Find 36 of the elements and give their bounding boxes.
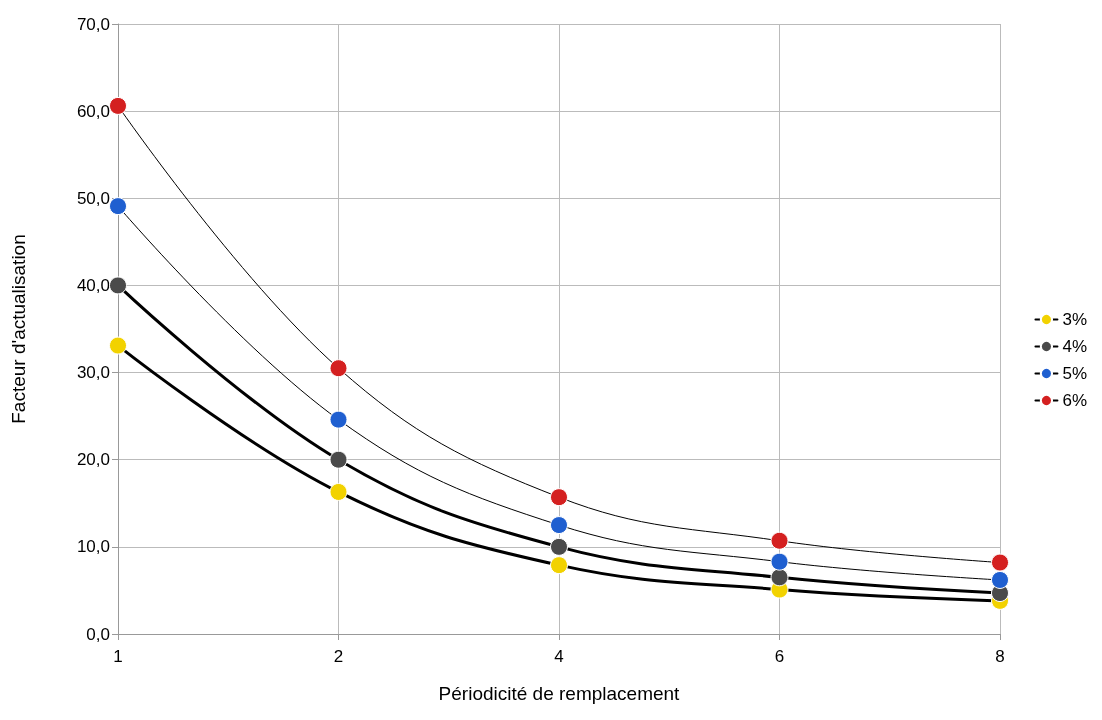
point <box>109 96 127 115</box>
x-tick-label: 8 <box>995 647 1005 666</box>
point <box>550 537 568 556</box>
y-tick-label: 20,0 <box>76 450 110 470</box>
point <box>770 568 789 587</box>
point <box>550 516 568 535</box>
point <box>770 552 789 571</box>
y-tick-label: 50,0 <box>76 188 110 208</box>
y-tick-label: 60,0 <box>76 101 110 121</box>
legend-label: 4% <box>1062 337 1088 356</box>
y-tick-label: 40,0 <box>76 275 110 295</box>
y-tick-label: 0,0 <box>86 624 110 644</box>
point <box>991 570 1009 589</box>
y-axis-title: Facteur d'actualisation <box>8 234 29 424</box>
y-tick-label: 10,0 <box>76 537 110 557</box>
x-tick-label: 4 <box>554 647 564 666</box>
x-tick-label: 6 <box>774 647 785 666</box>
point <box>329 410 348 429</box>
point <box>550 556 568 575</box>
x-axis-title: Périodicité de remplacement <box>438 683 681 704</box>
point <box>991 553 1009 572</box>
y-tick-label: 30,0 <box>76 363 110 383</box>
point <box>109 197 127 216</box>
point <box>329 359 348 378</box>
point <box>329 482 348 501</box>
point <box>329 450 348 469</box>
x-tick-label: 2 <box>333 647 344 666</box>
x-tick-label: 1 <box>113 647 123 666</box>
point <box>770 531 789 550</box>
point <box>109 276 127 295</box>
point <box>109 336 127 355</box>
legend-label: 5% <box>1062 364 1088 383</box>
point <box>550 488 568 507</box>
y-tick-label: 70,0 <box>76 14 110 34</box>
legend-label: 3% <box>1062 310 1088 329</box>
legend-label: 6% <box>1062 391 1088 410</box>
